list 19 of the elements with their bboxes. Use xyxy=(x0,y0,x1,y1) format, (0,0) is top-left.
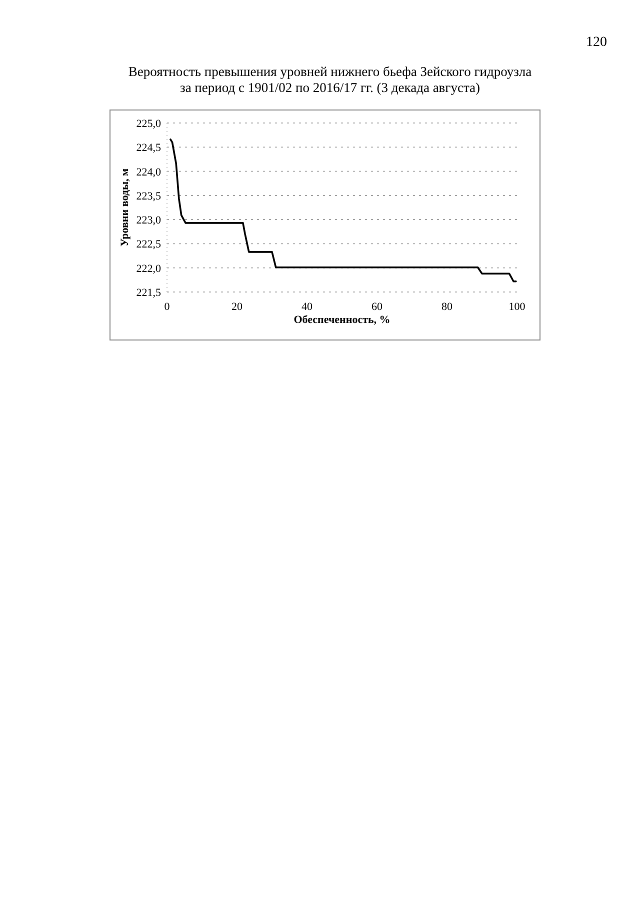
y-tick-label: 223,0 xyxy=(136,214,162,227)
x-tick-label: 80 xyxy=(442,301,453,313)
x-axis-title: Обеспеченность, % xyxy=(294,314,390,326)
chart-title: Вероятность превышения уровней нижнего бьефа Зейского гидроузла за период с 1901/02 по 2016/17 гг. (3 декада августа) xyxy=(128,64,532,95)
y-tick-label: 222,5 xyxy=(136,238,162,251)
text: 120 xyxy=(586,35,607,50)
y-tick-label: 224,5 xyxy=(136,142,162,154)
x-tick-label: 60 xyxy=(372,301,383,313)
y-tick-label: 225,0 xyxy=(136,118,162,130)
y-tick-label: 224,0 xyxy=(136,166,162,178)
x-tick-label: 0 xyxy=(164,301,170,313)
y-axis-title: Уровни воды, м xyxy=(119,168,131,247)
x-tick-label: 20 xyxy=(232,301,243,313)
line-series xyxy=(170,138,517,282)
y-tick-label: 221,5 xyxy=(136,287,162,299)
x-tick-label: 100 xyxy=(508,301,526,313)
y-tick-label: 222,0 xyxy=(136,262,162,275)
y-tick-label: 223,5 xyxy=(136,190,162,202)
x-tick-label: 40 xyxy=(302,301,313,313)
